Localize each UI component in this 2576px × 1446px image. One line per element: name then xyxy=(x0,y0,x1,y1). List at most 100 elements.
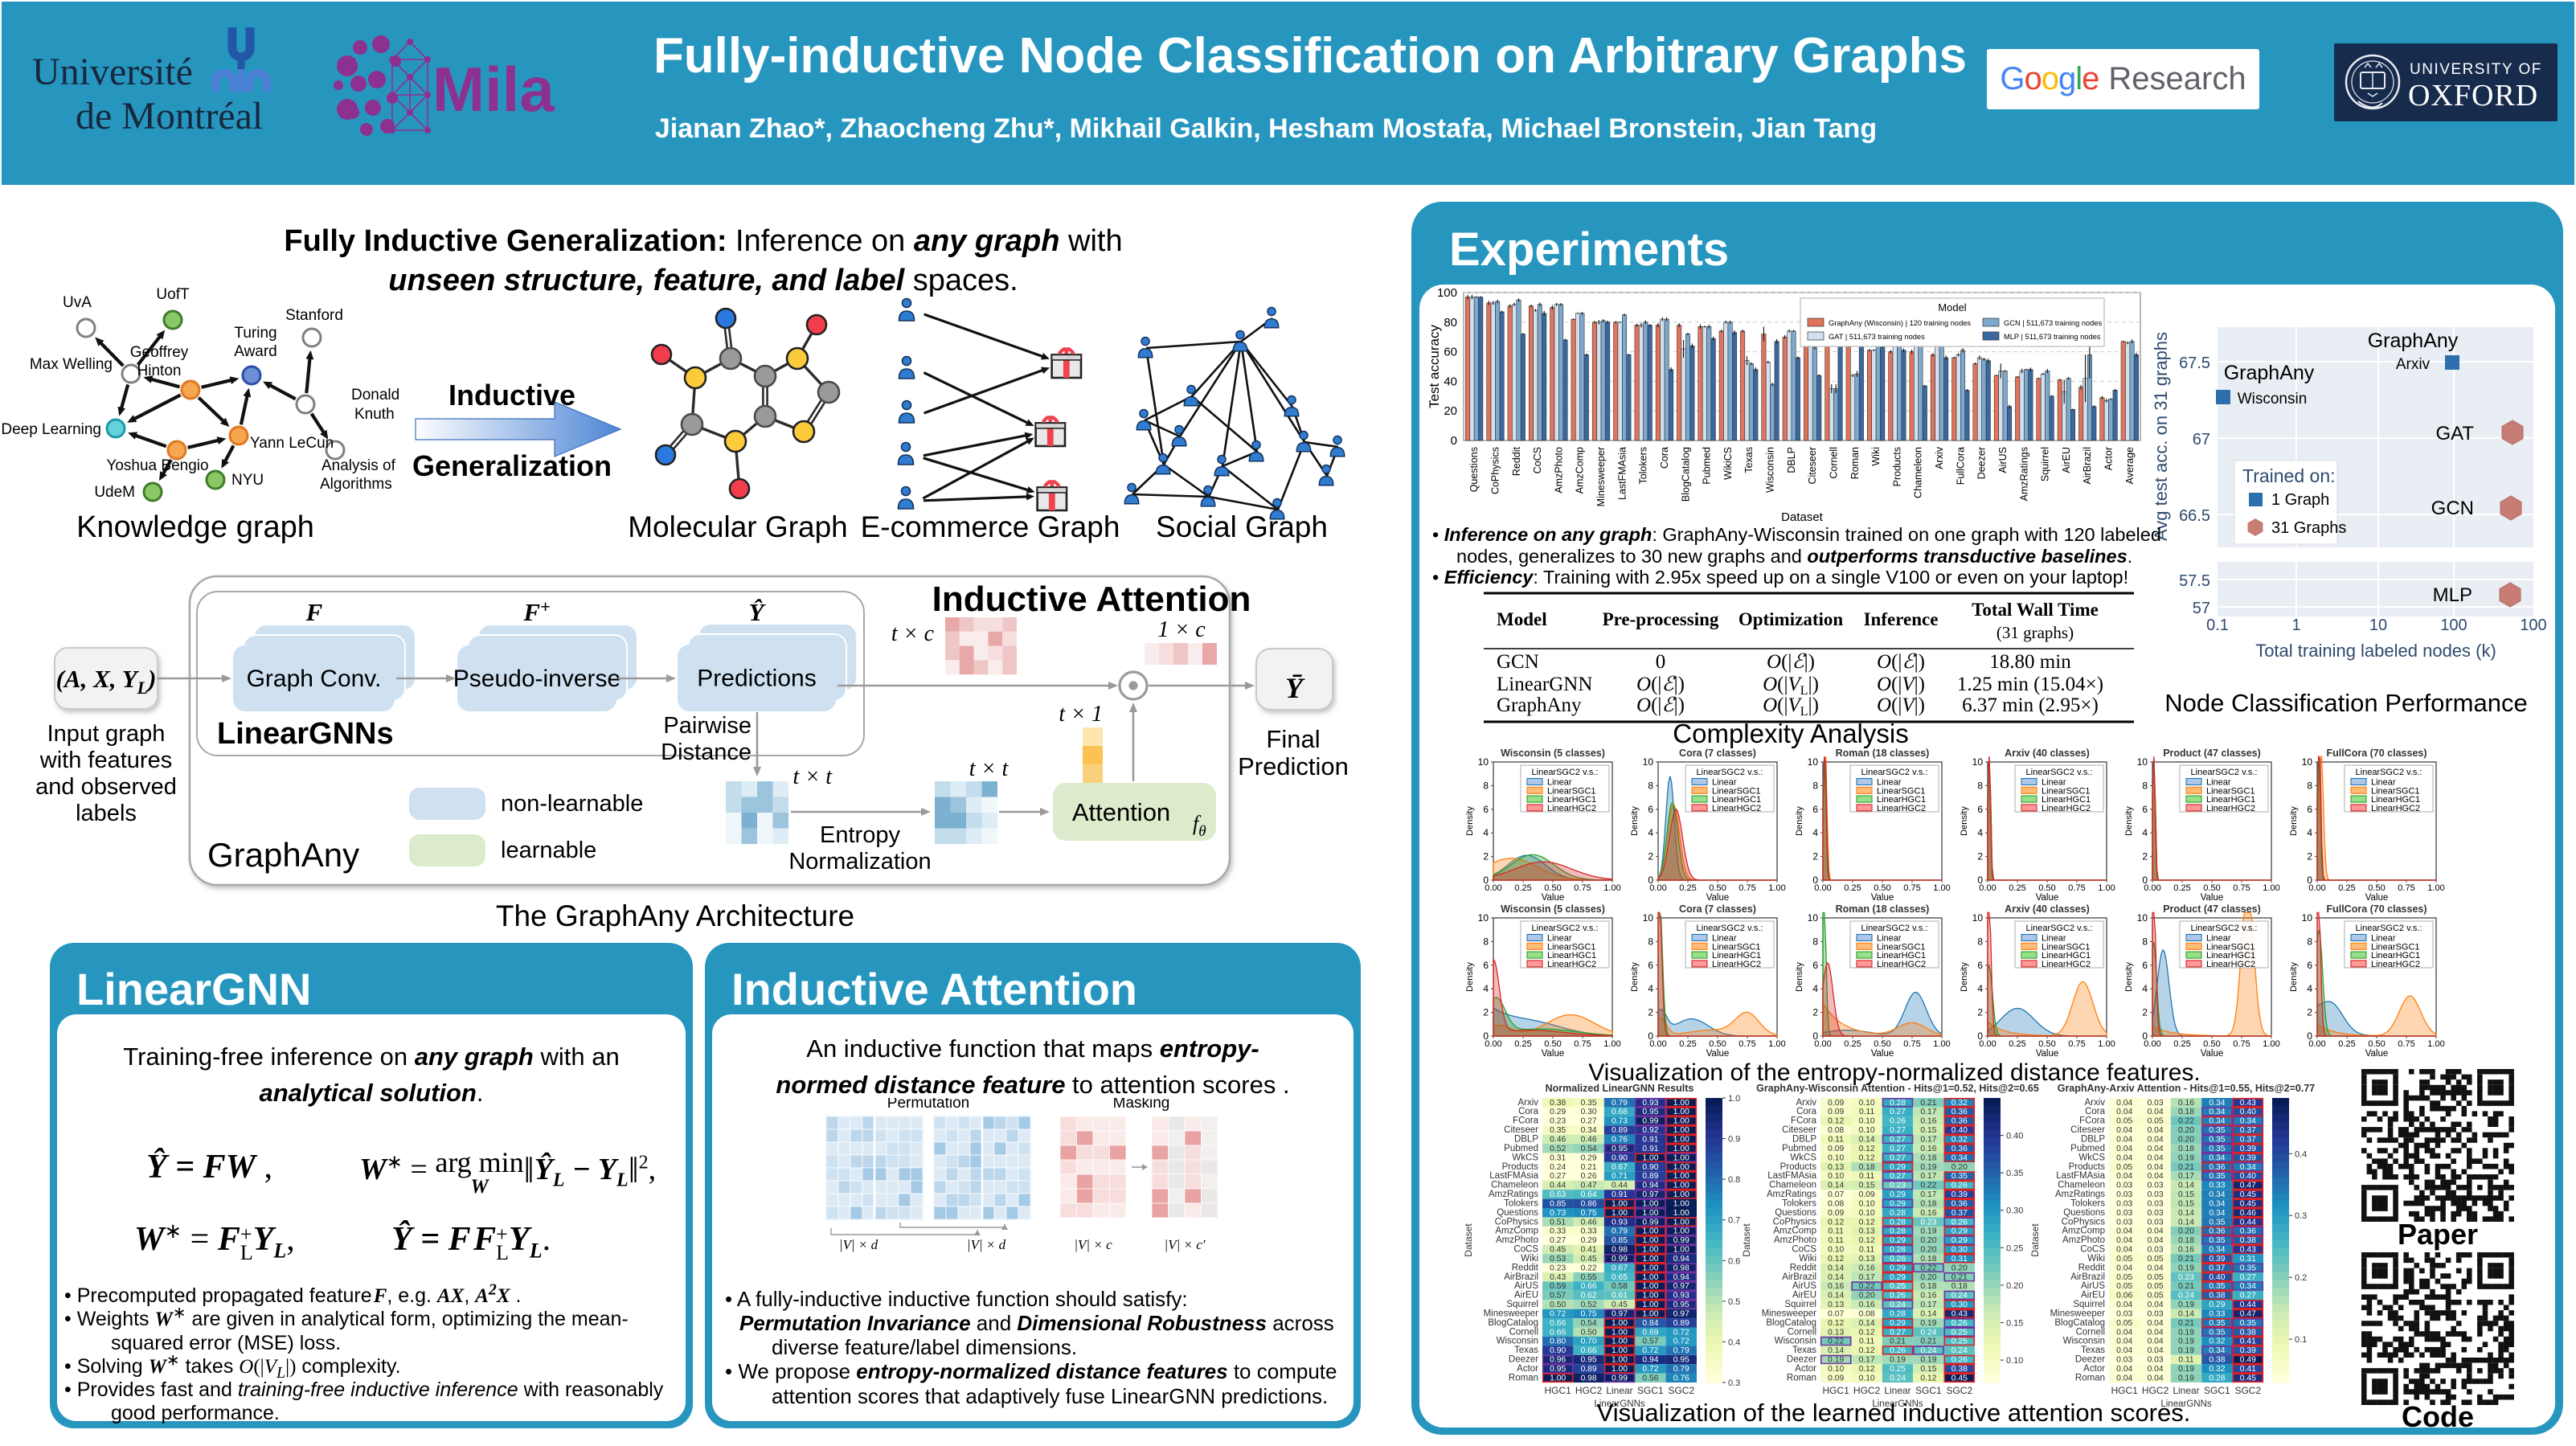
svg-text:31 Graphs: 31 Graphs xyxy=(2271,519,2346,537)
svg-text:Award: Award xyxy=(234,343,277,360)
svg-text:and observed: and observed xyxy=(35,774,177,800)
svg-text:0.00: 0.00 xyxy=(1649,883,1666,893)
svg-text:LinearHGC2: LinearHGC2 xyxy=(1547,804,1596,813)
svg-text:Donald: Donald xyxy=(351,387,399,403)
svg-text:AirBrazil: AirBrazil xyxy=(2082,447,2093,485)
svg-text:LastFMAsia: LastFMAsia xyxy=(1616,447,1628,500)
svg-text:0.25: 0.25 xyxy=(1514,883,1531,893)
svg-text:Attention: Attention xyxy=(1072,798,1170,826)
svg-text:t × t: t × t xyxy=(793,764,833,789)
svg-text:Pre-processing: Pre-processing xyxy=(1603,609,1719,629)
svg-text:(31 graphs): (31 graphs) xyxy=(1997,623,2074,642)
svg-text:0.25: 0.25 xyxy=(1679,883,1696,893)
svg-text:Stanford: Stanford xyxy=(285,307,343,324)
svg-text:Deezer: Deezer xyxy=(1976,447,1988,479)
svg-text:40: 40 xyxy=(1444,375,1457,388)
svg-text:80: 80 xyxy=(1444,316,1457,330)
svg-text:O(|V|): O(|V|) xyxy=(1877,674,1925,695)
svg-text:Arxiv: Arxiv xyxy=(2396,356,2431,373)
svg-text:Prediction: Prediction xyxy=(1238,752,1349,780)
svg-text:Texas: Texas xyxy=(1743,447,1755,473)
svg-text:Cora: Cora xyxy=(1659,447,1670,469)
svg-text:The GraphAny Architecture: The GraphAny Architecture xyxy=(496,899,854,932)
svg-text:67.5: 67.5 xyxy=(2179,354,2210,372)
svg-text:LinearHGC1: LinearHGC1 xyxy=(1547,795,1596,805)
svg-text:O(|ℰ|): O(|ℰ|) xyxy=(1877,651,1925,673)
svg-text:6: 6 xyxy=(1648,804,1653,815)
svg-text:OXFORD: OXFORD xyxy=(2408,79,2538,113)
svg-text:Wisconsin: Wisconsin xyxy=(2238,391,2308,408)
svg-text:Paper: Paper xyxy=(2398,1218,2478,1251)
svg-text:Social Graph: Social Graph xyxy=(1156,510,1328,543)
svg-text:Geoffrey: Geoffrey xyxy=(130,344,189,361)
svg-text:0.75: 0.75 xyxy=(1574,883,1591,893)
svg-text:Products: Products xyxy=(1891,447,1902,486)
svg-text:GraphAny: GraphAny xyxy=(207,836,359,874)
svg-text:Density: Density xyxy=(1465,806,1475,836)
svg-text:Knuth: Knuth xyxy=(354,406,395,423)
svg-text:0.50: 0.50 xyxy=(1709,883,1726,893)
svg-text:AmzPhoto: AmzPhoto xyxy=(1553,447,1564,494)
svg-text:t × c: t × c xyxy=(891,621,935,646)
svg-text:Node Classification Performanc: Node Classification Performance xyxy=(2164,689,2527,717)
svg-text:100: 100 xyxy=(1437,286,1457,300)
svg-text:Entropy: Entropy xyxy=(820,822,900,848)
svg-text:2: 2 xyxy=(1648,851,1653,862)
svg-text:Linear: Linear xyxy=(1547,778,1572,788)
svg-text:Value: Value xyxy=(1542,893,1565,903)
svg-text:AirUS: AirUS xyxy=(1997,447,2009,473)
svg-text:Predictions: Predictions xyxy=(697,666,816,692)
svg-text:Pubmed: Pubmed xyxy=(1702,447,1713,485)
svg-text:0: 0 xyxy=(1451,434,1457,448)
svg-text:10: 10 xyxy=(1478,756,1489,768)
svg-text:AmzRatings: AmzRatings xyxy=(2018,447,2029,501)
svg-text:GraphAny: GraphAny xyxy=(2368,330,2459,352)
svg-text:20: 20 xyxy=(1444,404,1457,418)
svg-text:1.00: 1.00 xyxy=(1603,883,1620,893)
svg-text:GCN: GCN xyxy=(2431,498,2474,519)
svg-text:CoPhysics: CoPhysics xyxy=(1490,447,1501,494)
svg-text:67: 67 xyxy=(2193,431,2210,449)
svg-text:Wiki: Wiki xyxy=(1870,447,1882,466)
svg-text:1 Graph: 1 Graph xyxy=(2271,491,2329,509)
svg-text:AmzComp: AmzComp xyxy=(1575,447,1586,494)
svg-text:Deep Learning: Deep Learning xyxy=(1,421,101,438)
svg-text:60: 60 xyxy=(1444,346,1457,359)
svg-text:LinearGNNs: LinearGNNs xyxy=(217,717,394,751)
svg-text:Avg test acc. on 31 graphs: Avg test acc. on 31 graphs xyxy=(2151,332,2171,541)
svg-text:BlogCatalog: BlogCatalog xyxy=(1680,447,1691,502)
svg-text:non-learnable: non-learnable xyxy=(501,791,643,817)
svg-text:Knowledge graph: Knowledge graph xyxy=(76,510,314,544)
svg-text:Reddit: Reddit xyxy=(1511,446,1522,476)
svg-text:66.5: 66.5 xyxy=(2179,507,2210,525)
svg-text:GAT: GAT xyxy=(2435,423,2474,444)
svg-text:Algorithms: Algorithms xyxy=(320,476,392,493)
svg-text:Dataset: Dataset xyxy=(1781,510,1824,524)
svg-text:8: 8 xyxy=(1648,780,1653,791)
svg-text:Pairwise: Pairwise xyxy=(663,713,752,739)
svg-text:Turing: Turing xyxy=(234,325,276,342)
svg-text:UvA: UvA xyxy=(63,294,92,311)
svg-text:Chameleon: Chameleon xyxy=(1913,447,1924,498)
svg-text:Pseudo-inverse: Pseudo-inverse xyxy=(453,666,620,692)
svg-text:MLP: MLP xyxy=(2433,584,2472,606)
svg-text:O(|ℰ|): O(|ℰ|) xyxy=(1636,674,1685,695)
svg-text:100: 100 xyxy=(2440,616,2467,634)
svg-text:10: 10 xyxy=(2369,616,2387,634)
svg-text:0: 0 xyxy=(1483,875,1489,886)
svg-text:GCN: GCN xyxy=(1497,651,1539,673)
svg-text:Inference: Inference xyxy=(1864,609,1939,629)
svg-text:|V| × d: |V| × d xyxy=(839,1237,878,1252)
svg-text:Analysis of: Analysis of xyxy=(321,457,396,474)
svg-text:Trained on:: Trained on: xyxy=(2242,465,2336,486)
svg-text:Inductive: Inductive xyxy=(448,379,575,412)
svg-text:labels: labels xyxy=(76,801,137,826)
svg-text:4: 4 xyxy=(1483,827,1489,838)
svg-text:AirEU: AirEU xyxy=(2061,447,2072,473)
svg-text:Molecular Graph: Molecular Graph xyxy=(628,510,848,543)
svg-text:Complexity Analysis: Complexity Analysis xyxy=(1673,719,1908,748)
svg-text:O(|VL|): O(|VL|) xyxy=(1763,674,1819,698)
svg-text:Minesweeper: Minesweeper xyxy=(1595,447,1607,506)
svg-text:Graph Conv.: Graph Conv. xyxy=(247,666,382,692)
svg-text:Model: Model xyxy=(1497,609,1547,629)
